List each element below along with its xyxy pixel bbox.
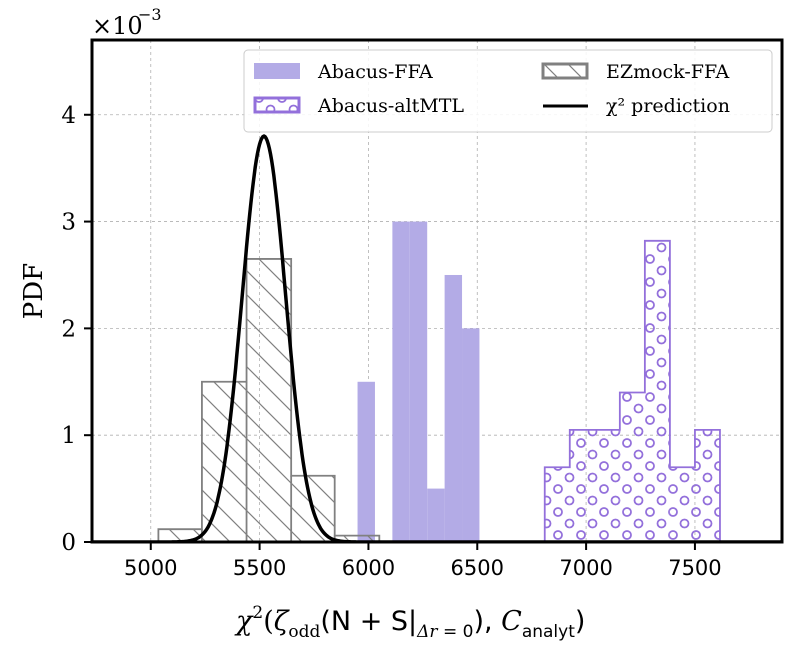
bar-abacus-altmtl: [644, 240, 670, 542]
x-axis-label: χ2(ζodd(N + S|Δr = 0), Canalyt): [234, 603, 585, 642]
legend-swatch-abacus-altmtl: [253, 96, 301, 114]
x-tick-label: 5500: [233, 556, 286, 580]
legend-label-ezmock-ffa: EZmock-FFA: [606, 61, 729, 83]
y-tick-label: 2: [61, 316, 76, 342]
y-tick-label: 4: [61, 103, 76, 129]
legend-box: [243, 49, 773, 133]
bar-abacus-altmtl: [694, 429, 720, 542]
x-tick-label: 7500: [668, 556, 721, 580]
x-tick-label: 5000: [124, 556, 177, 580]
bar-abacus-ffa: [427, 488, 445, 542]
bar-abacus-altmtl: [619, 392, 645, 542]
y-axis: 0 1 2 3 4: [61, 103, 92, 556]
x-tick-label: 6000: [342, 556, 395, 580]
legend-label-abacus-altmtl: Abacus-altMTL: [317, 95, 464, 117]
series-abacus-altmtl: [543, 239, 721, 542]
bar-abacus-altmtl: [594, 429, 620, 542]
x-tick-label: 7000: [559, 556, 612, 580]
bar-ezmock-ffa: [334, 535, 380, 542]
outline-abacus-altmtl: [543, 239, 721, 542]
line-chi2-prediction: [92, 134, 782, 542]
bar-abacus-ffa: [392, 221, 410, 542]
bar-abacus-ffa: [444, 274, 463, 542]
legend: Abacus-FFA Abacus-altMTL EZmock-FFA χ² p…: [243, 49, 773, 133]
bar-abacus-ffa: [462, 328, 480, 542]
bar-abacus-ffa: [357, 381, 375, 542]
bar-ezmock-ffa: [246, 258, 292, 542]
bar-abacus-altmtl: [569, 429, 595, 542]
series-chi2-prediction: [92, 134, 782, 542]
legend-swatch-ezmock-ffa: [541, 62, 589, 80]
y-tick-label: 3: [61, 210, 76, 236]
series-ezmock-ffa: [157, 258, 381, 542]
bar-abacus-altmtl: [544, 467, 570, 542]
bar-abacus-ffa: [409, 221, 428, 542]
plot-frame: [90, 38, 784, 544]
y-tick-label: 1: [61, 423, 76, 449]
outline-ezmock-ffa: [157, 258, 381, 542]
series-abacus-ffa: [357, 221, 480, 542]
svg-text:−3: −3: [138, 5, 162, 24]
legend-swatch-abacus-ffa: [254, 63, 300, 79]
y-tick-label: 0: [61, 530, 76, 556]
y-axis-label: PDF: [19, 263, 49, 319]
x-tick-label: 6500: [451, 556, 504, 580]
legend-label-abacus-ffa: Abacus-FFA: [317, 61, 433, 83]
y-scale-note: ×10 −3: [92, 5, 162, 40]
legend-label-chi2: χ² prediction: [606, 95, 730, 117]
svg-text:×10: ×10: [92, 12, 143, 40]
svg-text:χ2(ζodd(N + S|Δr = 0), Canalyt: χ2(ζodd(N + S|Δr = 0), Canalyt): [234, 603, 585, 642]
bar-abacus-altmtl: [669, 467, 695, 542]
plot-area: [92, 134, 782, 542]
x-axis: 5000 5500 6000 6500 7000 7500: [124, 542, 722, 580]
